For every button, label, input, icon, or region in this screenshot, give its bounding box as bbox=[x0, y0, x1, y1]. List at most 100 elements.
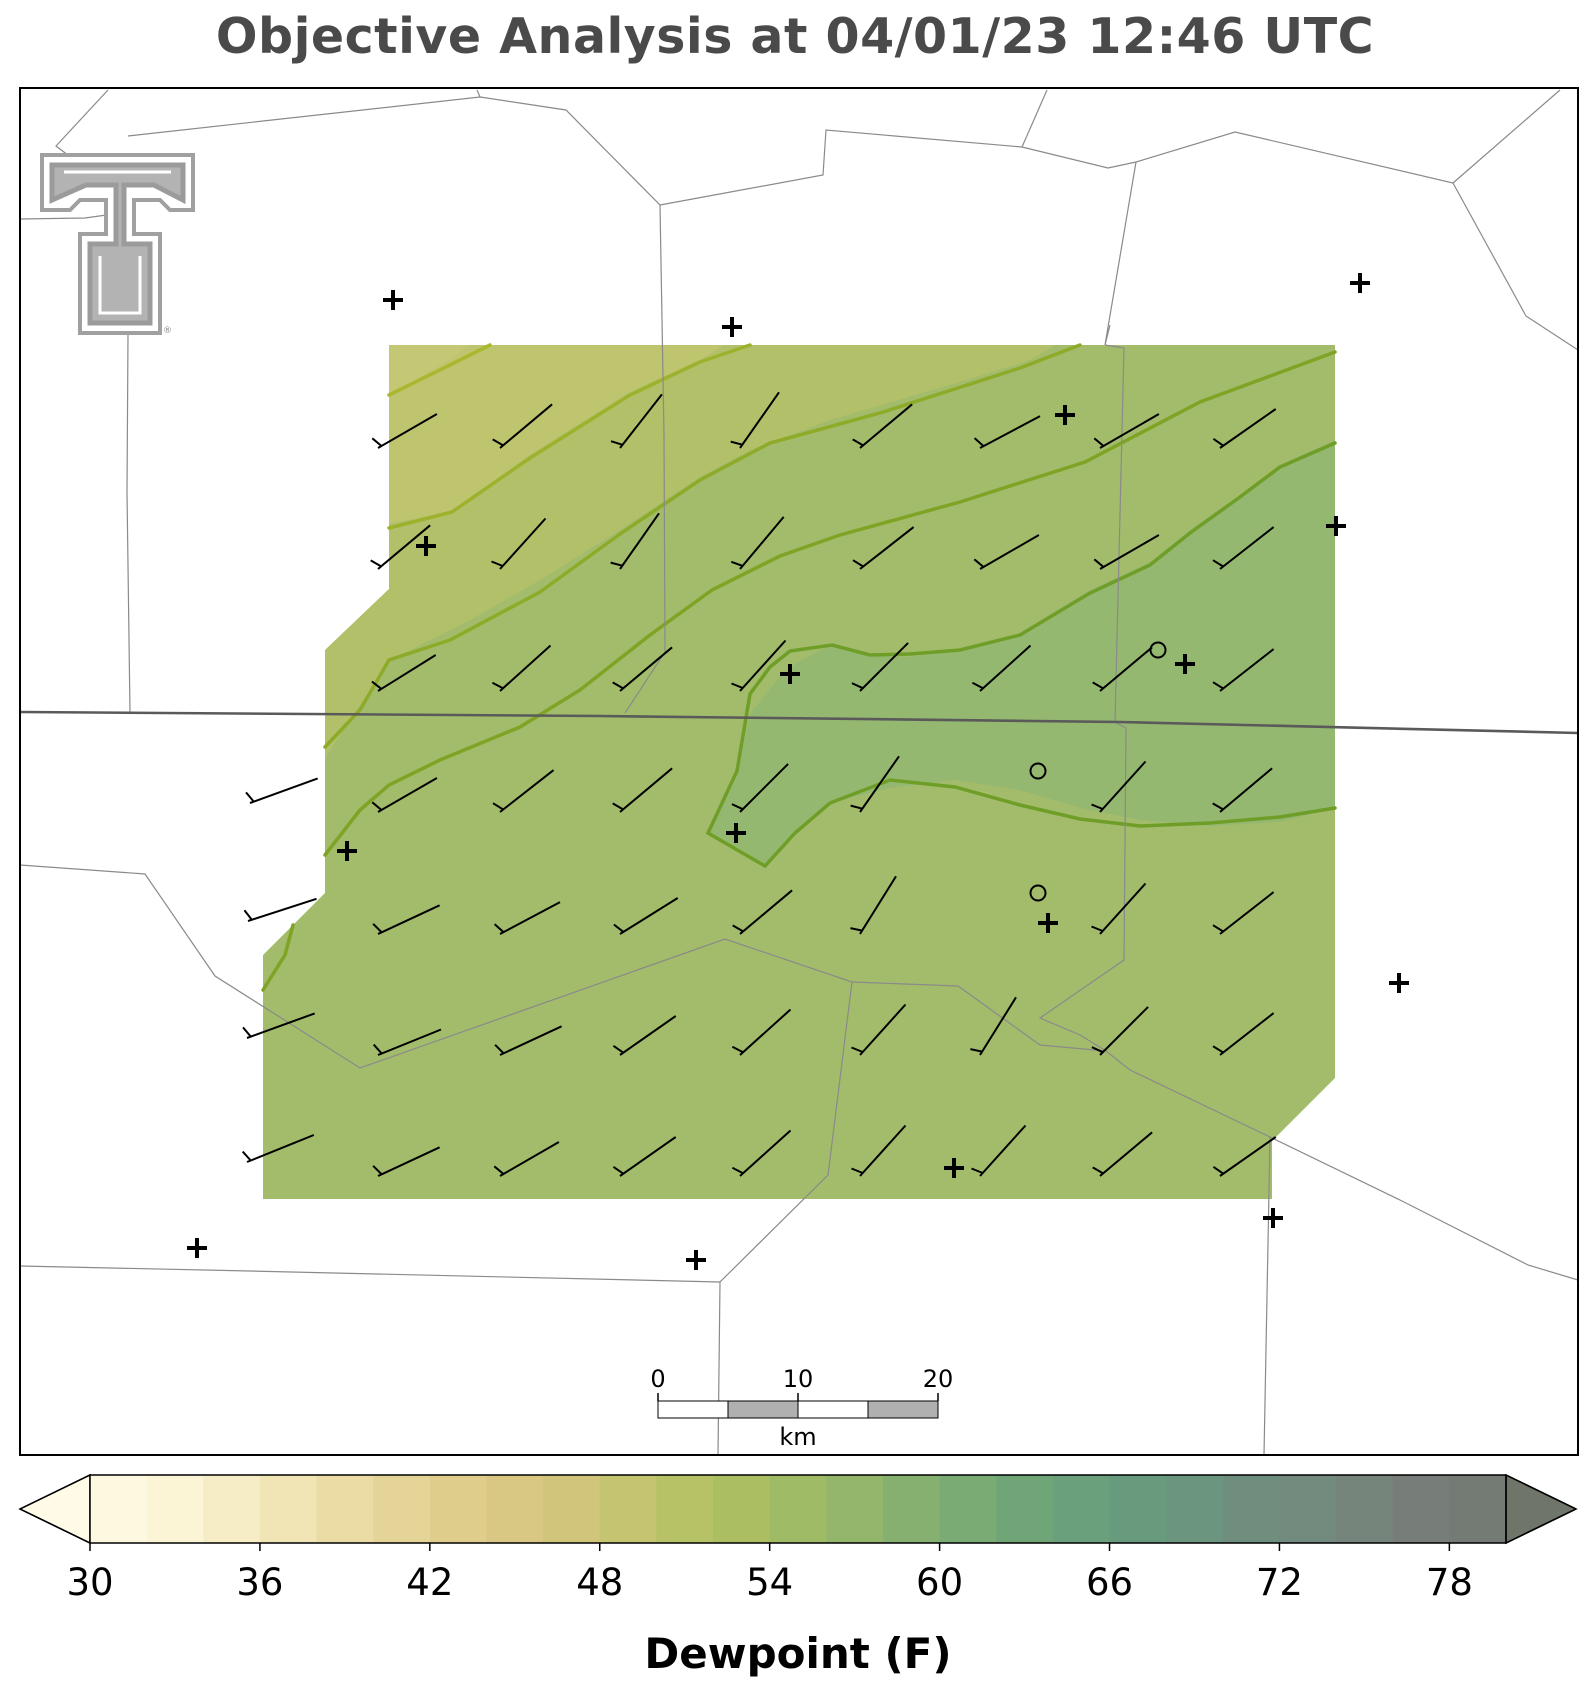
contour-line bbox=[261, 923, 295, 992]
wind-barb bbox=[1212, 1136, 1277, 1177]
wind-barb bbox=[851, 642, 909, 692]
wind-barb bbox=[1212, 526, 1275, 570]
colorbar-under-triangle bbox=[18, 1473, 91, 1545]
wind-barb bbox=[1091, 760, 1147, 813]
colorbar-segment bbox=[1222, 1475, 1281, 1543]
station-plus-marker bbox=[1389, 973, 1409, 993]
wind-barb bbox=[851, 1003, 907, 1056]
colorbar-segment bbox=[486, 1475, 544, 1543]
contour-line bbox=[323, 350, 1337, 857]
colorbar-tick-label: 66 bbox=[1086, 1561, 1133, 1604]
wind-barb bbox=[371, 413, 438, 449]
wind-barb bbox=[1093, 534, 1160, 570]
colorbar-segment bbox=[373, 1475, 431, 1543]
wind-barb bbox=[1212, 648, 1275, 692]
station-plus-marker bbox=[944, 1158, 964, 1178]
colorbar-tick-label: 48 bbox=[576, 1561, 623, 1604]
station-plus-marker bbox=[1038, 913, 1058, 933]
wind-barb bbox=[731, 763, 789, 813]
station-plus-marker bbox=[1263, 1208, 1283, 1228]
colorbar-segment bbox=[656, 1475, 714, 1543]
state-boundary bbox=[19, 710, 1579, 735]
wind-barb bbox=[370, 524, 431, 570]
colorbar-segment bbox=[316, 1475, 374, 1543]
wind-barb bbox=[371, 777, 438, 813]
colorbar-segment bbox=[996, 1475, 1054, 1543]
wind-barb bbox=[613, 897, 679, 935]
colorbar-segment bbox=[1336, 1475, 1394, 1543]
wind-barb bbox=[245, 777, 319, 804]
colorbar-segment bbox=[1166, 1475, 1224, 1543]
wind-barb bbox=[494, 1025, 563, 1056]
colorbar-segment bbox=[1449, 1475, 1507, 1543]
colorbar-tick-label: 72 bbox=[1256, 1561, 1303, 1604]
station-plus-marker bbox=[722, 317, 742, 337]
colorbar-outline bbox=[89, 1474, 1507, 1544]
wind-barb bbox=[850, 755, 900, 813]
wind-barb bbox=[1212, 767, 1273, 813]
colorbar-segment bbox=[599, 1475, 657, 1543]
colorbar-segment bbox=[882, 1475, 941, 1543]
station-markers bbox=[187, 273, 1409, 1270]
wind-barb bbox=[493, 901, 561, 935]
wind-barb bbox=[731, 1008, 792, 1056]
wind-barb bbox=[612, 1136, 677, 1177]
wind-barb bbox=[973, 534, 1040, 570]
calm-station-markers bbox=[1029, 641, 1167, 902]
colorbar-segment bbox=[939, 1475, 997, 1543]
station-plus-marker bbox=[1326, 516, 1346, 536]
colorbar-segment bbox=[203, 1475, 261, 1543]
calm-station bbox=[1029, 762, 1047, 780]
wind-barb bbox=[1092, 646, 1153, 692]
wind-barb bbox=[371, 654, 437, 692]
wind-barb bbox=[612, 1015, 677, 1056]
wind-barb bbox=[610, 393, 663, 449]
contour-line bbox=[323, 343, 1082, 749]
wind-barb bbox=[730, 391, 780, 449]
map-frame bbox=[19, 87, 1579, 1456]
colorbar: 30 36 42 48 54 60 66 72 78 Dewpoint (F) bbox=[18, 1473, 1578, 1678]
contour-line bbox=[387, 343, 492, 397]
colorbar-tick-label: 60 bbox=[916, 1561, 963, 1604]
wind-barb bbox=[731, 639, 787, 692]
colorbar-segment bbox=[769, 1475, 827, 1543]
calm-station bbox=[1149, 641, 1167, 659]
wind-barb bbox=[730, 516, 785, 570]
calm-station bbox=[1029, 884, 1047, 902]
wind-barb bbox=[491, 517, 547, 570]
wind-barb bbox=[1091, 882, 1147, 935]
scale-unit: km bbox=[779, 1423, 816, 1451]
wind-barb bbox=[973, 415, 1041, 449]
contour-line bbox=[705, 441, 1337, 869]
wind-barb bbox=[1091, 1006, 1149, 1056]
wind-barb bbox=[1092, 1131, 1153, 1177]
wind-barb bbox=[732, 889, 793, 935]
station-plus-marker bbox=[780, 664, 800, 684]
colorbar-segment bbox=[1279, 1475, 1337, 1543]
wind-barb bbox=[850, 875, 897, 935]
colorbar-segment bbox=[259, 1475, 318, 1543]
station-plus-marker bbox=[1175, 654, 1195, 674]
colorbar-tick-label: 36 bbox=[236, 1561, 283, 1604]
station-plus-marker bbox=[337, 841, 357, 861]
colorbar-segment bbox=[543, 1475, 601, 1543]
wind-barb bbox=[372, 1146, 441, 1177]
colorbar-segment bbox=[429, 1475, 488, 1543]
map-title: Objective Analysis at 04/01/23 12:46 UTC bbox=[215, 8, 1375, 65]
wind-barb bbox=[612, 646, 673, 692]
station-plus-marker bbox=[686, 1250, 706, 1270]
wind-barb bbox=[1212, 408, 1277, 449]
colorbar-tick-label: 42 bbox=[406, 1561, 453, 1604]
texas-tech-logo: ® bbox=[40, 153, 195, 336]
station-plus-marker bbox=[1055, 405, 1075, 425]
wind-barb bbox=[243, 897, 317, 922]
station-plus-marker bbox=[1350, 273, 1370, 293]
wind-barb bbox=[971, 1124, 1027, 1177]
wind-barbs bbox=[241, 391, 1277, 1177]
wind-barb bbox=[242, 1012, 316, 1039]
colorbar-tick-label: 54 bbox=[746, 1561, 793, 1604]
wind-barb bbox=[241, 1134, 315, 1163]
colorbar-segment bbox=[1109, 1475, 1167, 1543]
wind-barb bbox=[852, 526, 915, 570]
